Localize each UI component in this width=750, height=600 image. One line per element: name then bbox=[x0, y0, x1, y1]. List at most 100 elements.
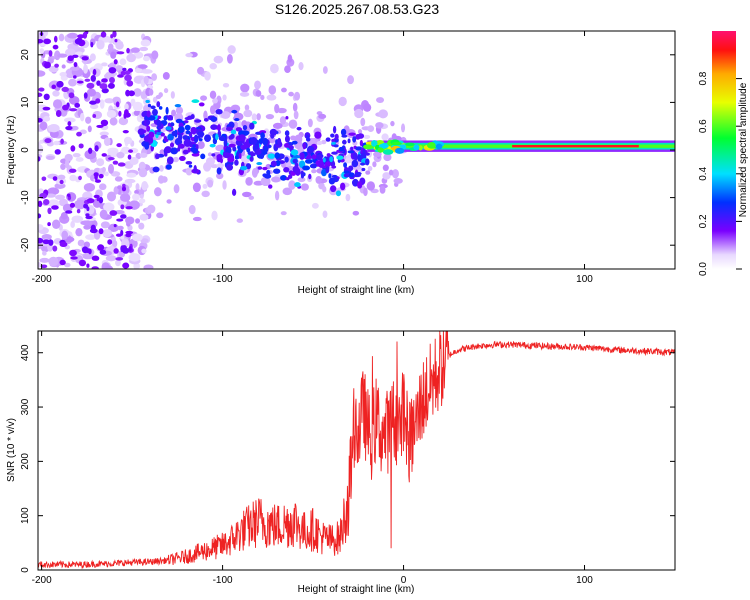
signal-blob bbox=[194, 119, 202, 123]
signal-blob bbox=[353, 152, 358, 161]
noise-blob bbox=[138, 198, 146, 204]
halo-blob bbox=[277, 107, 287, 114]
noise-blob-strong bbox=[109, 210, 118, 216]
noise-blob-strong bbox=[66, 193, 71, 197]
noise-blob bbox=[99, 183, 107, 191]
noise-blob-strong bbox=[86, 263, 90, 268]
halo-blob bbox=[138, 168, 148, 178]
signal-blob bbox=[340, 182, 346, 191]
signal-blob bbox=[198, 102, 205, 107]
noise-blob-strong bbox=[115, 101, 120, 108]
signal-blob bbox=[226, 164, 234, 171]
signal-blob bbox=[329, 156, 334, 163]
signal-blob bbox=[284, 156, 289, 163]
noise-blob bbox=[99, 209, 108, 220]
noise-blob-strong bbox=[59, 259, 66, 266]
signal-blob bbox=[330, 133, 335, 138]
noise-blob bbox=[48, 124, 60, 133]
noise-blob-strong bbox=[116, 143, 122, 148]
halo-blob bbox=[153, 187, 162, 197]
noise-blob bbox=[142, 55, 150, 62]
signal-blob bbox=[347, 150, 355, 154]
halo-blob bbox=[138, 161, 146, 170]
halo-blob bbox=[139, 46, 149, 52]
halo-blob bbox=[147, 204, 156, 214]
noise-blob bbox=[118, 117, 129, 126]
noise-blob bbox=[42, 250, 47, 256]
noise-blob bbox=[72, 152, 81, 158]
signal-blob bbox=[312, 154, 317, 160]
noise-blob-strong bbox=[90, 75, 96, 82]
halo-blob bbox=[188, 204, 196, 215]
signal-blob bbox=[155, 153, 160, 160]
spectrogram-y-tick-label: 10 bbox=[20, 96, 31, 108]
halo-blob bbox=[243, 109, 253, 118]
noise-blob bbox=[137, 64, 148, 69]
halo-blob bbox=[288, 180, 296, 190]
signal-blob bbox=[257, 166, 263, 170]
noise-blob-strong bbox=[70, 256, 78, 260]
signal-blob bbox=[240, 144, 248, 150]
snr-y-tick-label: 200 bbox=[20, 453, 31, 470]
noise-blob bbox=[129, 156, 139, 165]
halo-blob bbox=[352, 210, 360, 216]
spectrogram-x-tick-label: 100 bbox=[576, 274, 593, 285]
signal-blob bbox=[217, 124, 221, 132]
halo-blob bbox=[175, 106, 184, 115]
halo-blob bbox=[163, 88, 169, 94]
noise-blob-strong bbox=[48, 50, 53, 57]
signal-blob bbox=[331, 138, 335, 143]
noise-blob bbox=[106, 191, 117, 202]
noise-blob-strong bbox=[124, 74, 132, 82]
halo-blob bbox=[172, 156, 179, 163]
noise-blob-strong bbox=[54, 63, 59, 68]
noise-blob bbox=[55, 194, 66, 200]
signal-blob bbox=[262, 151, 268, 155]
noise-blob-strong bbox=[38, 38, 44, 44]
noise-blob bbox=[38, 262, 42, 268]
noise-blob-strong bbox=[74, 102, 81, 108]
signal-blob bbox=[302, 165, 311, 171]
signal-blob bbox=[331, 174, 338, 178]
halo-blob bbox=[292, 102, 298, 112]
noise-blob-strong bbox=[98, 173, 104, 179]
noise-blob-strong bbox=[70, 145, 76, 152]
signal-blob bbox=[325, 166, 330, 174]
halo-blob bbox=[251, 167, 258, 178]
snr-y-tick-label: 100 bbox=[20, 507, 31, 524]
halo-blob bbox=[139, 152, 148, 158]
noise-blob-strong bbox=[113, 248, 119, 254]
signal-blob bbox=[291, 140, 298, 145]
noise-blob bbox=[51, 219, 61, 229]
signal-blob bbox=[209, 143, 216, 148]
noise-blob-strong bbox=[107, 157, 115, 161]
halo-blob bbox=[209, 105, 216, 115]
carrier-blob bbox=[413, 144, 420, 151]
noise-blob-strong bbox=[38, 87, 45, 92]
signal-blob bbox=[343, 162, 348, 168]
halo-blob bbox=[157, 175, 165, 184]
noise-blob-strong bbox=[99, 83, 108, 90]
spectrogram-y-tick-label: -10 bbox=[20, 190, 31, 205]
signal-blob bbox=[322, 157, 326, 163]
noise-blob bbox=[112, 96, 121, 104]
noise-blob bbox=[117, 185, 122, 190]
noise-blob bbox=[71, 215, 84, 223]
noise-blob-strong bbox=[51, 205, 59, 210]
noise-blob-strong bbox=[65, 126, 73, 131]
noise-blob-strong bbox=[85, 213, 90, 217]
signal-blob bbox=[170, 147, 179, 155]
signal-blob bbox=[152, 108, 158, 116]
noise-blob bbox=[141, 248, 147, 254]
colorbar-gradient bbox=[712, 31, 736, 269]
halo-blob bbox=[307, 118, 313, 128]
halo-blob bbox=[271, 176, 281, 183]
halo-blob bbox=[270, 63, 279, 74]
noise-blob-strong bbox=[43, 38, 52, 45]
halo-blob bbox=[226, 53, 233, 64]
noise-blob bbox=[75, 157, 84, 162]
signal-blob bbox=[188, 141, 193, 147]
noise-blob bbox=[124, 178, 136, 184]
noise-blob bbox=[103, 137, 111, 147]
signal-blob bbox=[177, 133, 183, 141]
